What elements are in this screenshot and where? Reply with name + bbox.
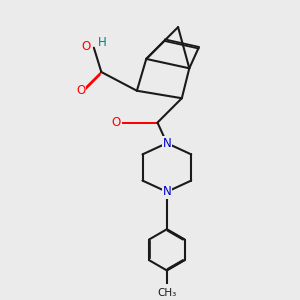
Text: O: O [82,40,91,53]
Text: H: H [98,36,106,49]
Text: O: O [112,116,121,129]
Text: N: N [163,185,171,198]
Text: CH₃: CH₃ [157,288,176,298]
Text: N: N [163,137,171,150]
Text: O: O [76,84,86,97]
